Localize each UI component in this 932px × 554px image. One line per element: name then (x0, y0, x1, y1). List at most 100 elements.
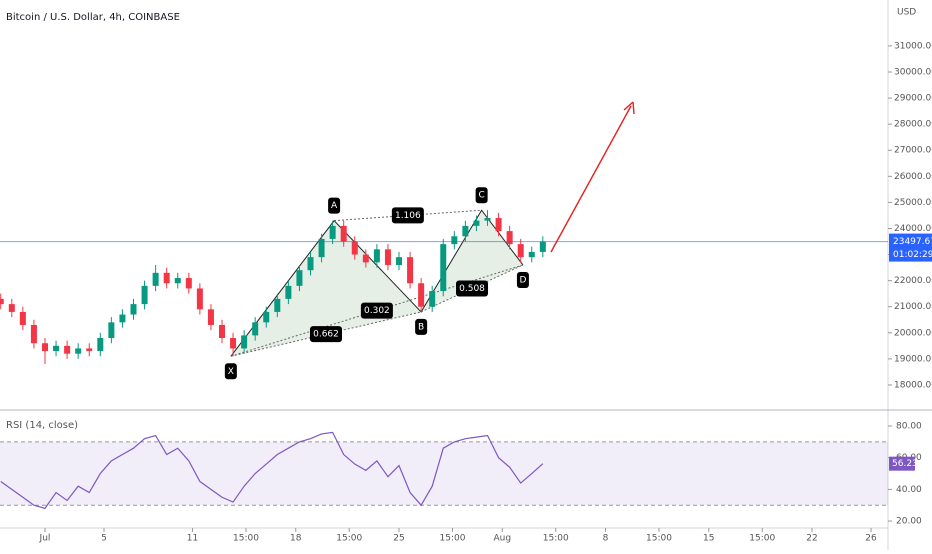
candle-body (75, 348, 82, 354)
y-tick-label: 30000.00 (894, 67, 932, 77)
pattern-fill (230, 220, 422, 357)
candle-body (329, 225, 336, 239)
candle-body (429, 291, 436, 307)
y-tick-label: 19000.00 (894, 354, 932, 364)
candle-body (362, 254, 369, 263)
pattern-fill (421, 210, 523, 312)
candle-body (506, 231, 513, 245)
point-label: A (331, 201, 338, 211)
candle-body (396, 257, 403, 265)
countdown: 01:02:29 (893, 250, 932, 260)
x-tick-label: 15:00 (749, 534, 775, 544)
candle-body (418, 283, 425, 307)
candle-body (0, 298, 4, 305)
candle-body (130, 304, 137, 315)
candle-body (185, 278, 192, 289)
candle-body (219, 324, 225, 339)
candle-body (407, 257, 414, 284)
candle-body (351, 241, 358, 255)
point-label: D (519, 275, 526, 285)
candle-body (318, 238, 325, 258)
candle-body (539, 241, 546, 252)
point-label: B (418, 322, 424, 332)
candle-body (252, 322, 259, 336)
candle-body (19, 311, 26, 325)
candle-body (241, 335, 248, 349)
candle-body (196, 288, 203, 310)
x-tick-label: 5 (101, 534, 107, 544)
candle-body (8, 304, 15, 312)
x-tick-label: 25 (393, 534, 404, 544)
point-box (415, 318, 428, 335)
candle-body (163, 272, 170, 284)
candle-body (30, 324, 37, 344)
x-tick-label: Aug (493, 534, 511, 544)
x-tick-label: 15:00 (233, 534, 259, 544)
x-tick-label: 15:00 (336, 534, 362, 544)
candle-body (517, 244, 524, 258)
y-tick-label: 29000.00 (894, 94, 932, 104)
y-tick-label: 80.00 (896, 422, 922, 432)
x-tick-label: 15 (703, 534, 714, 544)
candle-body (307, 257, 314, 271)
y-tick-label: 21000.00 (894, 302, 932, 312)
x-tick-label: 22 (806, 534, 817, 544)
ratio-box (309, 326, 342, 343)
rsi-value-label: 56.23 (892, 459, 918, 469)
y-tick-label: 31000.00 (894, 41, 932, 51)
rsi-value-box (889, 456, 915, 471)
y-tick-label: 20000.00 (894, 328, 932, 338)
rsi-line (0, 431, 544, 510)
x-tick-label: 15:00 (440, 534, 466, 544)
y-tick-label: 20.00 (896, 517, 922, 527)
candle-body (108, 322, 115, 339)
candle-body (528, 251, 535, 258)
last-price-box (889, 233, 932, 262)
candle-body (152, 272, 159, 286)
x-tick-label: 8 (603, 534, 609, 544)
last-price-label: 23497.67 (893, 237, 932, 247)
ratio-label: 1.106 (395, 211, 421, 221)
candle-body (141, 285, 148, 305)
y-tick-label: 24000.00 (894, 224, 932, 234)
ratio-label: 0.662 (313, 330, 339, 340)
ratio-label: 0.508 (459, 284, 485, 294)
candle-body (340, 225, 347, 242)
point-box (475, 187, 488, 204)
y-tick-label: 26000.00 (894, 172, 932, 182)
point-box (516, 271, 529, 288)
candle-body (373, 249, 380, 263)
ratio-box (391, 207, 424, 224)
point-box (224, 363, 237, 380)
forecast-arrow (550, 105, 632, 253)
point-box (328, 197, 341, 214)
y-tick-label: 40.00 (896, 485, 922, 495)
currency-label: USD (897, 8, 916, 18)
candle-body (174, 278, 181, 284)
candle-body (207, 309, 214, 325)
candle-body (296, 270, 303, 286)
candle-body (230, 338, 237, 349)
ratio-box (360, 302, 393, 319)
x-tick-label: 26 (865, 534, 877, 544)
rsi-band (0, 441, 888, 506)
x-tick-label: 11 (187, 534, 198, 544)
candle-body (97, 338, 104, 352)
point-label: C (478, 191, 484, 201)
candle-body (484, 218, 491, 221)
arrow-head (623, 101, 635, 115)
point-label: X (228, 367, 234, 377)
candle-body (263, 311, 270, 323)
candle-body (274, 298, 281, 312)
rsi-title: RSI (14, close) (6, 420, 78, 431)
candle-body (440, 244, 447, 292)
y-tick-label: 18000.00 (894, 380, 932, 390)
candle-body (86, 348, 93, 352)
y-tick-label: 27000.00 (894, 146, 932, 156)
candle-body (53, 345, 60, 352)
chart-title: Bitcoin / U.S. Dollar, 4h, COINBASE (6, 12, 180, 23)
y-tick-label: 28000.00 (894, 120, 932, 130)
candle-body (451, 236, 458, 245)
x-tick-label: 15:00 (646, 534, 672, 544)
